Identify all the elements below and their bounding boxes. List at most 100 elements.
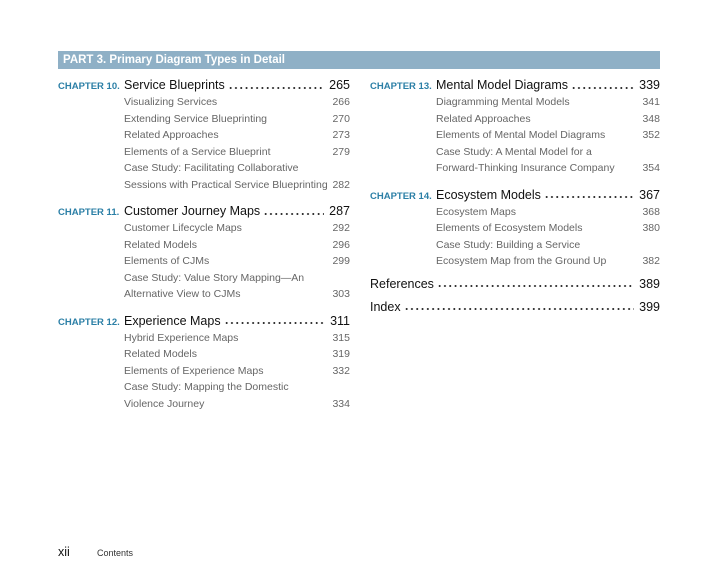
page-number: 399 — [639, 299, 660, 314]
chapter-row: CHAPTER 12. Experience Maps 311 — [58, 313, 350, 330]
section-row: Alternative View to CJMs 303 — [58, 286, 350, 303]
page-number: 266 — [332, 96, 350, 108]
section-title: Extending Service Blueprinting — [124, 112, 268, 125]
section-row: Case Study: Mapping the Domestic — [58, 379, 350, 396]
page-number: 287 — [329, 204, 350, 218]
section-row: Diagramming Mental Models 341 — [370, 94, 660, 111]
section-row: Hybrid Experience Maps 315 — [58, 330, 350, 347]
chapter-row: CHAPTER 13. Mental Model Diagrams 339 — [370, 77, 660, 94]
section-title: Related Models — [124, 238, 197, 251]
page-number: 348 — [642, 112, 660, 125]
section-row: Violence Journey 334 — [58, 396, 350, 413]
section-row: Related Models 296 — [58, 237, 350, 254]
dot-leader — [436, 280, 635, 288]
page-number: 299 — [332, 255, 350, 267]
dot-leader — [263, 207, 325, 216]
chapter-title: Customer Journey Maps — [124, 204, 261, 218]
section-row: Related Approaches 273 — [58, 127, 350, 144]
section-row: Forward-Thinking Insurance Company 354 — [370, 160, 660, 177]
page-number: 270 — [332, 112, 350, 125]
section-row: Ecosystem Maps 368 — [370, 204, 660, 221]
chapter-title: Mental Model Diagrams — [436, 78, 568, 92]
section-title: Alternative View to CJMs — [124, 288, 241, 300]
page-number: 273 — [332, 129, 350, 141]
dot-leader — [223, 317, 326, 325]
chapter-title: Ecosystem Models — [436, 187, 541, 202]
page-number: 296 — [332, 238, 350, 251]
page-number: 279 — [332, 145, 350, 158]
chapter-label: CHAPTER 10. — [58, 81, 120, 92]
entry-title: References — [370, 276, 434, 291]
toc-column: CHAPTER 10. Service Blueprints 265 Visualiz… — [58, 77, 350, 412]
section-title: Elements of Experience Maps — [124, 364, 264, 377]
entry-row: Index 399 — [370, 299, 660, 316]
section-row: Elements of Mental Model Diagrams 352 — [370, 127, 660, 144]
dot-leader — [543, 191, 635, 199]
section-row: Related Models 319 — [58, 346, 350, 363]
entry-row: References 389 — [370, 276, 660, 293]
entry-title: Index — [370, 299, 401, 314]
page-number: 292 — [332, 222, 350, 234]
section-row: Case Study: Value Story Mapping—An — [58, 270, 350, 287]
page-number: 367 — [639, 187, 660, 202]
page-number: 319 — [332, 348, 350, 360]
page-number: 354 — [642, 162, 660, 174]
section-title: Case Study: Mapping the Domestic — [124, 381, 289, 393]
chapter-row: CHAPTER 14. Ecosystem Models 367 — [370, 187, 660, 204]
page-number: 315 — [332, 331, 350, 344]
page-number: 282 — [332, 178, 350, 191]
section-row: Elements of a Service Blueprint 279 — [58, 144, 350, 161]
dot-leader — [403, 303, 635, 311]
section-title: Forward-Thinking Insurance Company — [436, 162, 615, 174]
section-title: Hybrid Experience Maps — [124, 331, 239, 344]
chapter-row: CHAPTER 11. Customer Journey Maps 287 — [58, 203, 350, 220]
section-title: Case Study: A Mental Model for a — [436, 145, 592, 158]
section-title: Sessions with Practical Service Blueprin… — [124, 178, 328, 191]
chapter-label: CHAPTER 14. — [370, 190, 432, 202]
section-title: Case Study: Facilitating Collaborative — [124, 162, 299, 174]
page-number: 352 — [642, 129, 660, 141]
page-number: 368 — [642, 205, 660, 218]
section-title: Ecosystem Maps — [436, 205, 516, 218]
chapter-row: CHAPTER 10. Service Blueprints 265 — [58, 77, 350, 94]
section-row: Visualizing Services 266 — [58, 94, 350, 111]
part-heading: PART 3. Primary Diagram Types in Detail — [58, 51, 660, 69]
page-number: 334 — [332, 397, 350, 410]
page-number: xii — [58, 545, 70, 559]
chapter-label: CHAPTER 11. — [58, 207, 120, 218]
dot-leader — [227, 81, 325, 90]
section-title: Violence Journey — [124, 397, 205, 410]
section-title: Ecosystem Map from the Ground Up — [436, 255, 607, 267]
section-title: Related Approaches — [124, 129, 219, 141]
section-title: Elements of Mental Model Diagrams — [436, 129, 606, 141]
section-row: Case Study: Building a Service — [370, 237, 660, 254]
running-footer: Contents — [97, 548, 134, 558]
page-number: 265 — [329, 78, 350, 92]
section-title: Elements of Ecosystem Models — [436, 222, 583, 234]
section-row: Extending Service Blueprinting 270 — [58, 111, 350, 128]
section-title: Case Study: Value Story Mapping—An — [124, 271, 305, 284]
section-row: Elements of Ecosystem Models 380 — [370, 220, 660, 237]
page-number: 380 — [642, 222, 660, 234]
page-number: 339 — [639, 78, 660, 92]
section-title: Visualizing Services — [124, 96, 218, 108]
section-row: Case Study: Facilitating Collaborative — [58, 160, 350, 177]
section-row: Related Approaches 348 — [370, 111, 660, 128]
chapter-label: CHAPTER 13. — [370, 81, 432, 92]
section-title: Case Study: Building a Service — [436, 238, 581, 251]
section-row: Sessions with Practical Service Blueprin… — [58, 177, 350, 194]
toc-column: CHAPTER 13. Mental Model Diagrams 339 Diagr… — [370, 77, 660, 316]
section-title: Related Approaches — [436, 112, 531, 125]
chapter-title: Experience Maps — [124, 313, 221, 328]
section-title: Elements of a Service Blueprint — [124, 145, 271, 158]
page-number: 332 — [332, 364, 350, 377]
section-title: Customer Lifecycle Maps — [124, 222, 242, 234]
section-title: Diagramming Mental Models — [436, 96, 570, 108]
page-number: 341 — [642, 96, 660, 108]
page-number: 311 — [330, 313, 350, 328]
chapter-title: Service Blueprints — [124, 78, 225, 92]
section-row: Elements of Experience Maps 332 — [58, 363, 350, 380]
page-number: 303 — [332, 288, 350, 300]
page-number: 389 — [639, 276, 660, 291]
